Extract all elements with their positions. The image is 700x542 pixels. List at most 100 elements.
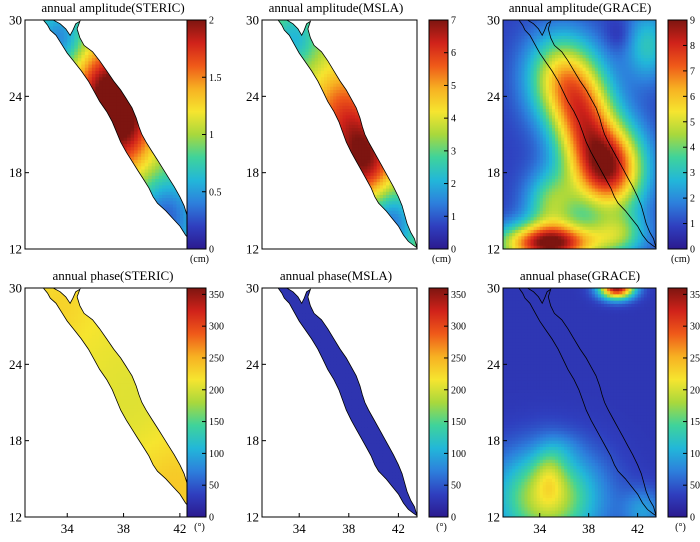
heatmap-cell	[137, 182, 142, 186]
heatmap-cell	[120, 23, 125, 27]
heatmap-cell	[283, 86, 288, 91]
heatmap-cell	[32, 230, 36, 234]
heatmap-cell	[141, 35, 146, 40]
heatmap-cell	[386, 58, 390, 62]
heatmap-cell	[60, 150, 65, 155]
heatmap-cell	[81, 163, 86, 167]
heatmap-cell	[130, 134, 135, 139]
heatmap-cell	[327, 29, 331, 34]
heatmap-cell	[172, 48, 177, 53]
heatmap-cell	[144, 207, 149, 212]
heatmap-cell	[162, 182, 167, 186]
heatmap-cell	[116, 29, 121, 34]
heatmap-cell	[32, 90, 36, 94]
heatmap-cell	[268, 71, 272, 75]
heatmap-cell	[158, 229, 163, 234]
heatmap-cell	[123, 236, 128, 241]
heatmap-cell	[370, 58, 375, 62]
heatmap-cell	[172, 93, 177, 97]
heatmap-cell	[39, 204, 43, 208]
heatmap-cell	[70, 210, 75, 215]
heatmap-cell	[43, 147, 47, 151]
heatmap-cell	[105, 163, 111, 167]
heatmap-cell	[169, 156, 174, 161]
heatmap-cell	[165, 121, 170, 126]
heatmap-cell	[123, 188, 128, 193]
heatmap-cell	[63, 35, 68, 40]
heatmap-cell	[148, 175, 153, 180]
heatmap-cell	[56, 109, 61, 113]
heatmap-cell	[386, 64, 390, 69]
heatmap-cell	[389, 20, 393, 24]
heatmap-cell	[84, 233, 89, 237]
heatmap-cell	[155, 54, 160, 59]
heatmap-cell	[176, 144, 181, 148]
heatmap-cell	[165, 150, 170, 155]
heatmap-cell	[67, 77, 72, 82]
heatmap-cell	[95, 185, 100, 190]
heatmap-cell	[102, 175, 107, 180]
heatmap-cell	[355, 70, 359, 75]
heatmap-cell	[141, 144, 146, 148]
heatmap-cell	[105, 20, 111, 24]
heatmap-cell	[32, 128, 36, 132]
heatmap-cell	[134, 163, 139, 167]
heatmap-cell	[299, 35, 303, 40]
heatmap-cell	[105, 45, 111, 50]
heatmap-cell	[98, 48, 104, 53]
heatmap-cell	[364, 96, 368, 101]
heatmap-cell	[49, 153, 54, 158]
heatmap-cell	[46, 77, 51, 82]
heatmap-cell	[274, 39, 278, 43]
heatmap-cell	[320, 32, 325, 37]
heatmap-cell	[67, 128, 72, 132]
heatmap-cell	[63, 23, 68, 27]
heatmap-cell	[382, 86, 387, 91]
heatmap-cell	[134, 191, 139, 196]
heatmap-cell	[67, 67, 72, 72]
heatmap-cell	[116, 67, 121, 72]
heatmap-cell	[29, 122, 33, 126]
heatmap-cell	[165, 204, 170, 209]
heatmap-cell	[63, 201, 68, 206]
heatmap-cell	[148, 169, 153, 174]
heatmap-cell	[162, 105, 167, 110]
heatmap-cell	[176, 105, 181, 110]
heatmap-cell	[401, 32, 406, 37]
heatmap-cell	[137, 207, 142, 212]
heatmap-cell	[98, 109, 104, 113]
heatmap-cell	[49, 188, 54, 193]
heatmap-cell	[278, 54, 282, 59]
heatmap-cell	[382, 64, 387, 69]
heatmap-cell	[179, 131, 184, 136]
heatmap-cell	[120, 99, 125, 104]
heatmap-cell	[43, 102, 47, 107]
heatmap-cell	[39, 182, 43, 186]
heatmap-cell	[299, 96, 303, 101]
heatmap-cell	[120, 226, 125, 231]
heatmap-cell	[81, 137, 86, 142]
heatmap-cell	[123, 194, 128, 199]
heatmap-cell	[348, 42, 353, 47]
heatmap-cell	[144, 54, 149, 59]
y-tick-label: 30	[9, 13, 22, 28]
heatmap-cell	[327, 35, 331, 40]
heatmap-cell	[120, 201, 125, 206]
heatmap-cell	[43, 179, 47, 183]
heatmap-cell	[130, 242, 135, 247]
heatmap-cell	[262, 74, 266, 78]
heatmap-cell	[137, 86, 142, 91]
heatmap-cell	[155, 226, 160, 231]
heatmap-cell	[116, 172, 121, 177]
heatmap-cell	[308, 51, 313, 56]
heatmap-cell	[102, 236, 107, 241]
heatmap-cell	[339, 70, 344, 75]
heatmap-cell	[105, 198, 111, 202]
heatmap-cell	[95, 147, 100, 151]
heatmap-cell	[43, 182, 47, 186]
heatmap-cell	[317, 64, 322, 69]
heatmap-cell	[46, 48, 51, 53]
heatmap-cell	[395, 51, 399, 56]
heatmap-cell	[410, 35, 415, 40]
heatmap-cell	[81, 172, 86, 177]
